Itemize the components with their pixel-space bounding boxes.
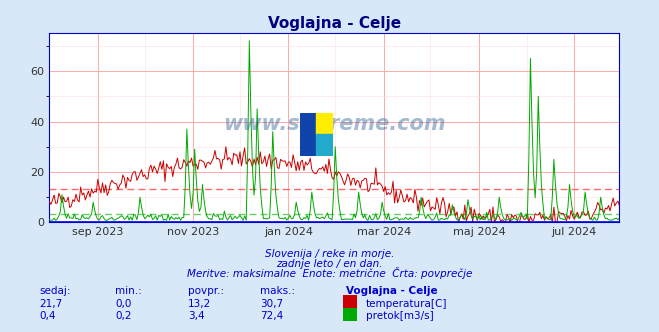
Text: temperatura[C]: temperatura[C] <box>366 299 447 309</box>
Text: min.:: min.: <box>115 286 142 296</box>
Text: 21,7: 21,7 <box>40 299 63 309</box>
Text: 0,0: 0,0 <box>115 299 132 309</box>
Text: Voglajna - Celje: Voglajna - Celje <box>346 286 438 296</box>
Text: 13,2: 13,2 <box>188 299 211 309</box>
Text: 30,7: 30,7 <box>260 299 283 309</box>
Title: Voglajna - Celje: Voglajna - Celje <box>268 16 401 31</box>
Bar <box>300 113 316 156</box>
Text: sedaj:: sedaj: <box>40 286 71 296</box>
Text: 0,4: 0,4 <box>40 311 56 321</box>
Text: 72,4: 72,4 <box>260 311 283 321</box>
Text: pretok[m3/s]: pretok[m3/s] <box>366 311 434 321</box>
Text: zadnje leto / en dan.: zadnje leto / en dan. <box>276 259 383 269</box>
Text: Meritve: maksimalne  Enote: metrične  Črta: povprečje: Meritve: maksimalne Enote: metrične Črta… <box>186 267 473 279</box>
Bar <box>316 134 333 156</box>
Text: Slovenija / reke in morje.: Slovenija / reke in morje. <box>265 249 394 259</box>
Text: povpr.:: povpr.: <box>188 286 224 296</box>
Bar <box>316 113 333 134</box>
Text: www.si-vreme.com: www.si-vreme.com <box>223 114 445 134</box>
Text: 3,4: 3,4 <box>188 311 204 321</box>
Text: maks.:: maks.: <box>260 286 295 296</box>
Text: 0,2: 0,2 <box>115 311 132 321</box>
